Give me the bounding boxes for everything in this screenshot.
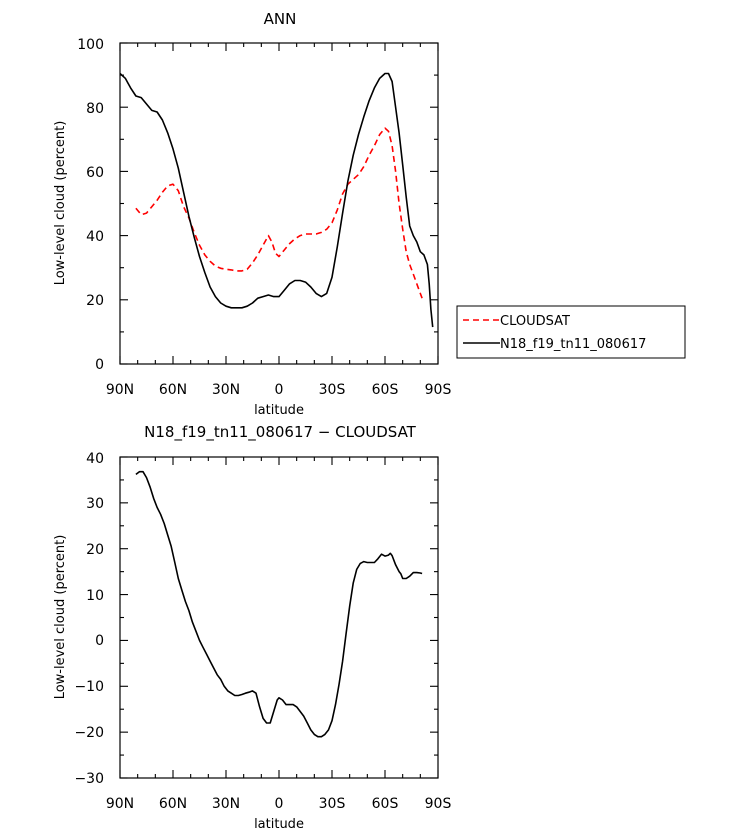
x-tick-label: 30S <box>319 796 346 812</box>
y-axis-label: Low-level cloud (percent) <box>53 121 68 286</box>
x-tick-label: 0 <box>275 796 284 812</box>
y-tick-label: 60 <box>86 165 104 181</box>
y-tick-label: 0 <box>95 633 104 649</box>
x-tick-label: 60N <box>159 382 187 398</box>
plot-series <box>135 470 423 738</box>
axis-ticks <box>119 456 439 779</box>
y-tick-label: 100 <box>77 37 104 53</box>
x-tick-label: 60N <box>159 796 187 812</box>
x-tick-label: 90S <box>425 382 452 398</box>
series-line-model <box>135 470 423 738</box>
y-tick-label: 0 <box>95 357 104 373</box>
y-tick-label: 40 <box>86 451 104 467</box>
legend: CLOUDSAT N18_f19_tn11_080617 <box>456 305 686 359</box>
y-tick-label: 20 <box>86 293 104 309</box>
y-axis-label: Low-level cloud (percent) <box>53 535 68 700</box>
x-tick-label: 90S <box>425 796 452 812</box>
y-tick-label: −10 <box>74 679 104 695</box>
plot-frame <box>119 456 439 779</box>
chart-bottom: N18_f19_tn11_080617 − CLOUDSAT −30 −20 −… <box>53 423 451 832</box>
plot-frame <box>119 42 439 365</box>
y-tick-label: 80 <box>86 101 104 117</box>
y-tick-label: −20 <box>74 725 104 741</box>
x-tick-label: 60S <box>372 796 399 812</box>
x-tick-label: 0 <box>275 382 284 398</box>
chart-title: ANN <box>264 10 297 28</box>
x-tick-label: 60S <box>372 382 399 398</box>
y-tick-label: 30 <box>86 496 104 512</box>
y-tick-label: 10 <box>86 588 104 604</box>
legend-label-model: N18_f19_tn11_080617 <box>500 337 646 352</box>
x-tick-label: 30N <box>212 796 240 812</box>
series-line-cloudsat <box>135 127 423 299</box>
series-line-model <box>119 72 434 328</box>
x-tick-label: 30S <box>319 382 346 398</box>
y-tick-label: 20 <box>86 542 104 558</box>
chart-top: ANN 0 20 40 60 80 100 90N 60N 30N 0 30S … <box>53 10 686 418</box>
y-tick-label: −30 <box>74 771 104 787</box>
chart-title: N18_f19_tn11_080617 − CLOUDSAT <box>144 423 417 442</box>
x-tick-label: 90N <box>106 796 134 812</box>
y-tick-label: 40 <box>86 229 104 245</box>
x-tick-label: 30N <box>212 382 240 398</box>
x-axis-label: latitude <box>254 403 304 418</box>
axis-ticks <box>119 42 439 365</box>
legend-box <box>456 305 686 359</box>
legend-label-cloudsat: CLOUDSAT <box>500 314 570 329</box>
x-axis-label: latitude <box>254 817 304 832</box>
plot-series <box>119 72 434 328</box>
x-tick-label: 90N <box>106 382 134 398</box>
